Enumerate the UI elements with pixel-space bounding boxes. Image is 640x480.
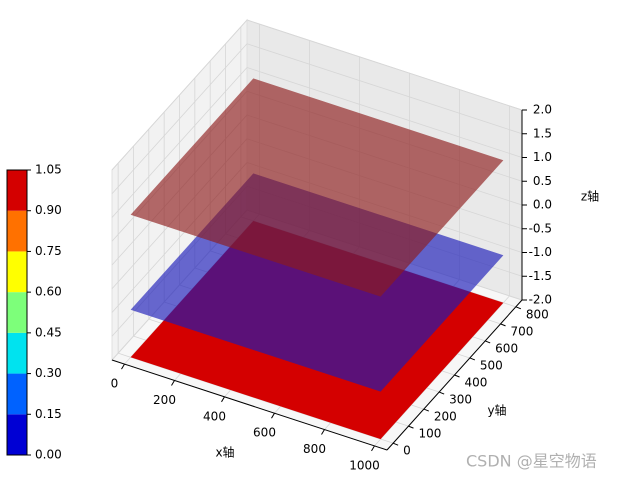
grid-line <box>111 67 248 218</box>
x-axis <box>111 359 388 451</box>
grid-line <box>246 19 523 111</box>
z-tick-label: 2.0 <box>533 103 552 117</box>
colorbar-band <box>7 210 27 252</box>
z-tick-label: 0.0 <box>533 198 552 212</box>
colorbar-tick-label: 0.90 <box>35 203 62 217</box>
tick-mark <box>500 323 506 327</box>
y-tick-label: 600 <box>495 341 518 355</box>
y-tick-label: 500 <box>480 358 503 372</box>
tick-mark <box>515 306 522 310</box>
tick-mark <box>454 374 460 378</box>
tick-mark <box>484 340 491 344</box>
colorbar-tick-label: 0.45 <box>35 325 62 339</box>
colorbar-tick-label: 0.60 <box>35 285 62 299</box>
x-tick-label: 0 <box>111 377 119 391</box>
grid-line <box>111 19 248 171</box>
z-axis-label: z轴 <box>581 189 599 204</box>
colorbar-tick-label: 0.15 <box>35 407 62 421</box>
colorbar-tick-label: 0.00 <box>35 448 62 462</box>
z-tick-label: -1.0 <box>529 245 552 259</box>
tick-mark <box>423 408 430 412</box>
y-tick-label: 0 <box>403 444 411 458</box>
tick-mark <box>221 396 225 403</box>
colorbar-tick-label: 0.30 <box>35 366 62 380</box>
y-tick-label: 200 <box>434 410 457 424</box>
tick-mark <box>392 442 399 446</box>
colorbar-band <box>7 292 27 333</box>
x-tick-label: 600 <box>253 426 276 440</box>
x-axis-label: x轴 <box>215 445 234 460</box>
grid-line <box>246 43 523 135</box>
x-tick-label: 200 <box>153 393 176 407</box>
tick-mark <box>271 412 275 419</box>
tick-mark <box>121 363 125 370</box>
colorbar-band <box>7 170 27 211</box>
tick-mark <box>469 357 476 361</box>
x-tick-label: 400 <box>203 409 226 423</box>
y-axis-label: y轴 <box>487 403 506 418</box>
colorbar-tick-label: 1.05 <box>35 163 62 177</box>
z-tick-label: -2.0 <box>529 293 552 307</box>
grid-line <box>246 67 523 158</box>
y-tick-label: 400 <box>465 376 488 390</box>
colorbar-band <box>7 414 27 455</box>
tick-mark <box>321 429 325 435</box>
colorbar-band <box>7 373 27 415</box>
z-tick-label: 1.0 <box>533 150 552 164</box>
y-tick-label: 800 <box>526 307 549 321</box>
grid-line <box>111 43 248 195</box>
z-tick-label: 1.5 <box>533 126 552 140</box>
z-tick-label: -0.5 <box>529 221 552 235</box>
y-tick-label: 700 <box>511 324 534 338</box>
y-axis <box>386 299 523 451</box>
tick-mark <box>438 391 445 395</box>
x-tick-label: 1000 <box>349 458 380 472</box>
y-tick-label: 300 <box>449 393 472 407</box>
tick-mark <box>371 445 375 452</box>
colorbar-band <box>7 251 27 293</box>
colorbar-frame <box>6 169 28 456</box>
watermark: CSDN @星空物语 <box>466 452 597 471</box>
y-tick-label: 100 <box>418 427 441 441</box>
x-tick-label: 800 <box>303 442 326 456</box>
z-tick-label: 0.5 <box>533 174 552 188</box>
plane <box>130 78 504 297</box>
z-tick-label: -1.5 <box>529 269 552 283</box>
colorbar-tick-label: 0.75 <box>35 244 62 258</box>
tick-mark <box>408 425 414 429</box>
tick-mark <box>171 380 175 386</box>
colorbar-band <box>7 332 27 374</box>
